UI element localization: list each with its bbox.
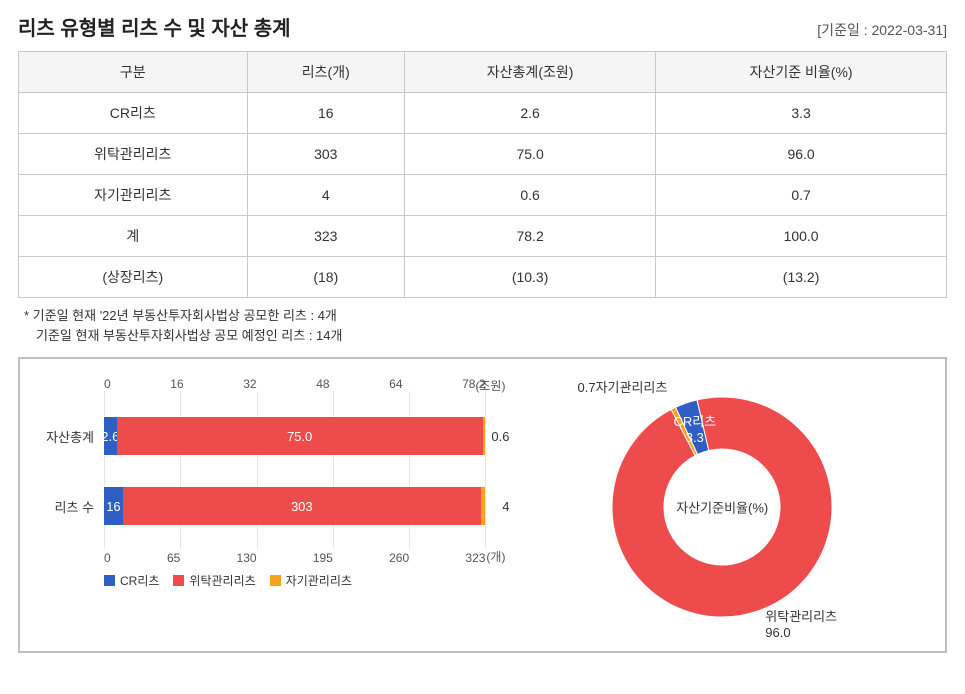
table-cell: 0.6	[405, 175, 656, 216]
bar-row: 자산총계2.675.00.6	[34, 401, 485, 471]
table-row: 위탁관리리츠30375.096.0	[19, 134, 947, 175]
legend-label: 위탁관리리츠	[189, 572, 255, 589]
table-cell: 2.6	[405, 93, 656, 134]
table-header: 자산기준 비율(%)	[656, 52, 947, 93]
table-cell: 3.3	[656, 93, 947, 134]
table-row: 자기관리리츠40.60.7	[19, 175, 947, 216]
axis-tick: 323	[465, 551, 485, 565]
table-row: (상장리츠)(18)(10.3)(13.2)	[19, 257, 947, 298]
axis-tick: 16	[170, 377, 183, 391]
axis-tick: 260	[389, 551, 409, 565]
legend-item: 위탁관리리츠	[173, 572, 255, 589]
table-cell: 계	[19, 216, 248, 257]
donut-center-label: 자산기준비율(%)	[672, 498, 772, 517]
axis-tick: 32	[243, 377, 256, 391]
table-cell: 303	[247, 134, 404, 175]
axis-tick: 0	[104, 377, 111, 391]
table-cell: 16	[247, 93, 404, 134]
legend-swatch	[173, 575, 184, 586]
table-row: 계32378.2100.0	[19, 216, 947, 257]
donut-slice-label: CR리츠3.3	[673, 411, 716, 445]
reits-table: 구분리츠(개)자산총계(조원)자산기준 비율(%) CR리츠162.63.3위탁…	[18, 51, 947, 298]
bar-row-label: 리츠 수	[34, 497, 104, 516]
table-row: CR리츠162.63.3	[19, 93, 947, 134]
legend-swatch	[104, 575, 115, 586]
bar-segment-trust: 75.0	[117, 417, 483, 455]
table-cell: (10.3)	[405, 257, 656, 298]
donut-slice-label: 위탁관리리츠96.0	[765, 606, 837, 640]
donut-slice-label: 0.7자기관리리츠	[578, 377, 668, 396]
table-cell: 0.7	[656, 175, 947, 216]
table-cell: (상장리츠)	[19, 257, 248, 298]
stacked-bar-chart: 01632486478.2 (조원) 자산총계2.675.00.6리츠 수163…	[34, 377, 495, 637]
bar-row: 리츠 수163034	[34, 471, 485, 541]
table-cell: (13.2)	[656, 257, 947, 298]
table-cell: (18)	[247, 257, 404, 298]
bar-track: 2.675.00.6	[104, 417, 485, 455]
table-cell: 4	[247, 175, 404, 216]
bar-legend: CR리츠 위탁관리리츠 자기관리리츠	[104, 572, 352, 589]
table-cell: 위탁관리리츠	[19, 134, 248, 175]
bar-segment-self: 0.6	[483, 417, 486, 455]
legend-label: 자기관리리츠	[286, 572, 352, 589]
axis-tick: 195	[313, 551, 333, 565]
footnote: * 기준일 현재 '22년 부동산투자회사법상 공모한 리츠 : 4개 기준일 …	[24, 306, 947, 345]
table-header: 구분	[19, 52, 248, 93]
table-cell: CR리츠	[19, 93, 248, 134]
axis-unit-top: (조원)	[475, 377, 505, 394]
legend-item: CR리츠	[104, 572, 159, 589]
bar-segment-cr: 16	[104, 487, 123, 525]
reference-date: [기준일 : 2022-03-31]	[817, 20, 947, 40]
bar-row-label: 자산총계	[34, 427, 104, 446]
chart-panel: 01632486478.2 (조원) 자산총계2.675.00.6리츠 수163…	[18, 357, 947, 653]
bar-top-axis: 01632486478.2	[104, 377, 485, 391]
table-header: 자산총계(조원)	[405, 52, 656, 93]
table-cell: 100.0	[656, 216, 947, 257]
bar-track: 163034	[104, 487, 485, 525]
legend-label: CR리츠	[120, 572, 159, 589]
axis-tick: 130	[237, 551, 257, 565]
donut-chart: 자산기준비율(%) CR리츠3.3 위탁관리리츠96.0 0.7자기관리리츠	[513, 377, 931, 637]
table-header: 리츠(개)	[247, 52, 404, 93]
bar-segment-trust: 303	[123, 487, 481, 525]
legend-swatch	[270, 575, 281, 586]
axis-tick: 64	[389, 377, 402, 391]
table-cell: 323	[247, 216, 404, 257]
bar-segment-self: 4	[481, 487, 486, 525]
table-cell: 자기관리리츠	[19, 175, 248, 216]
axis-tick: 65	[167, 551, 180, 565]
table-cell: 75.0	[405, 134, 656, 175]
page-title: 리츠 유형별 리츠 수 및 자산 총계	[18, 12, 291, 41]
bar-bottom-axis: 0 65 130 195 260 323	[104, 551, 485, 565]
table-cell: 78.2	[405, 216, 656, 257]
axis-tick: 0	[104, 551, 111, 565]
axis-unit-bottom: (개)	[486, 548, 505, 565]
table-cell: 96.0	[656, 134, 947, 175]
footnote-line: 기준일 현재 부동산투자회사법상 공모 예정인 리츠 : 14개	[24, 326, 947, 346]
footnote-line: * 기준일 현재 '22년 부동산투자회사법상 공모한 리츠 : 4개	[24, 306, 947, 326]
legend-item: 자기관리리츠	[270, 572, 352, 589]
bar-segment-cr: 2.6	[104, 417, 117, 455]
axis-tick: 48	[316, 377, 329, 391]
